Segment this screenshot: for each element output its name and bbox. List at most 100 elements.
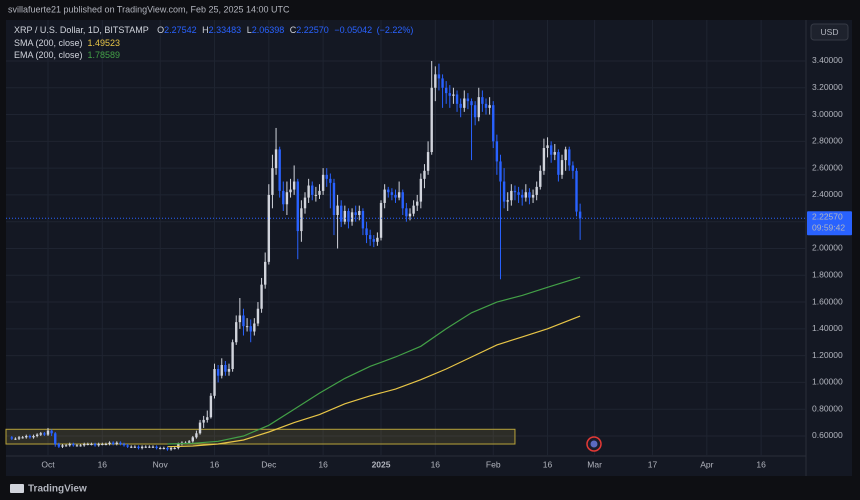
- candle-body: [108, 442, 111, 445]
- candle-body: [321, 174, 325, 191]
- candle-body: [575, 170, 578, 212]
- sma-value: 1.49523: [88, 38, 121, 48]
- footer: [0, 478, 860, 500]
- candle-body: [54, 433, 57, 445]
- candle-body: [242, 315, 245, 327]
- legend-title: XRP / U.S. Dollar, 1D, BITSTAMP O2.27542…: [14, 25, 413, 35]
- candle-body: [499, 161, 502, 182]
- indicator-line: [167, 276, 581, 445]
- candle-body: [314, 194, 318, 196]
- candle-body: [32, 435, 35, 438]
- x-tick-label: Oct: [41, 459, 55, 469]
- high-value: 2.33483: [209, 25, 242, 35]
- candle-body: [397, 192, 401, 198]
- candle-body: [253, 323, 256, 332]
- candle-body: [220, 365, 223, 376]
- y-tick-label: 0.60000: [812, 430, 843, 440]
- candle-body: [350, 212, 354, 222]
- y-tick-label: 2.40000: [812, 189, 843, 199]
- candle-body: [466, 98, 470, 102]
- change-pct: (−2.22%): [377, 25, 414, 35]
- candle-body: [61, 445, 64, 447]
- candle-body: [539, 170, 542, 187]
- candle-body: [495, 141, 499, 162]
- candle-body: [209, 395, 213, 418]
- currency-button[interactable]: [810, 23, 849, 41]
- candle-body: [452, 94, 455, 96]
- candle-body: [502, 181, 506, 202]
- candle-body: [376, 237, 379, 242]
- candle-body: [296, 181, 299, 232]
- candle-body: [187, 441, 191, 443]
- candle-body: [521, 194, 524, 198]
- candle-body: [79, 445, 82, 447]
- y-tick-label: 2.00000: [812, 243, 843, 253]
- candle-body: [307, 185, 310, 198]
- candle-body: [510, 190, 513, 201]
- candle-body: [155, 446, 158, 449]
- candle-body: [434, 74, 437, 88]
- candle-body: [513, 190, 517, 193]
- candle-body: [405, 208, 408, 217]
- candle-body: [21, 437, 24, 439]
- candle-body: [50, 430, 53, 434]
- x-tick-label: 16: [756, 459, 766, 469]
- price-label: 2.22570: [812, 212, 843, 222]
- candle-body: [104, 444, 108, 446]
- candle-body: [238, 315, 242, 323]
- candle-body: [64, 445, 68, 447]
- candle-body: [39, 433, 42, 435]
- x-tick-label: Dec: [261, 459, 277, 469]
- candle-body: [423, 170, 426, 179]
- x-tick-label: Mar: [587, 459, 602, 469]
- candle-body: [549, 145, 553, 155]
- x-tick-label: Nov: [153, 459, 169, 469]
- candle-body: [332, 182, 336, 215]
- candle-body: [387, 189, 390, 193]
- candle-body: [329, 178, 332, 183]
- candle-body: [546, 145, 549, 149]
- price-badge: [807, 211, 852, 236]
- candle-body: [282, 190, 285, 205]
- h-letter: H: [202, 25, 209, 35]
- candle-body: [426, 152, 430, 171]
- candle-body: [340, 205, 343, 222]
- candle-body: [477, 97, 480, 118]
- candle-body: [126, 445, 129, 447]
- candle-body: [325, 174, 328, 179]
- candle-body: [354, 212, 357, 215]
- marks-layer: 0.60000 0.80000 1.00000 1.20000 1.40000 1.600…: [6, 55, 852, 469]
- l-letter: L: [247, 25, 252, 35]
- candle-body: [488, 105, 491, 108]
- sma-name: SMA (200, close): [14, 38, 83, 48]
- candle-body: [191, 437, 194, 442]
- candle-body: [390, 192, 394, 195]
- candle-body: [137, 446, 140, 449]
- candle-body: [227, 369, 231, 372]
- candle-body: [93, 444, 97, 446]
- candle-body: [564, 149, 567, 161]
- x-tick-label: 16: [210, 459, 220, 469]
- y-tick-label: 1.20000: [812, 350, 843, 360]
- publisher: svillafuerte21 published on TradingView.…: [8, 4, 290, 14]
- candle-body: [383, 189, 386, 203]
- x-tick-label: Feb: [486, 459, 501, 469]
- candle-body: [72, 444, 75, 446]
- currency[interactable]: USD: [821, 27, 839, 37]
- x-tick-label: 16: [543, 459, 553, 469]
- candle-body: [531, 194, 535, 198]
- candle-body: [274, 149, 278, 169]
- candle-body: [148, 446, 151, 448]
- candle-body: [245, 326, 249, 328]
- candle-body: [17, 437, 21, 439]
- candle-body: [553, 152, 556, 155]
- candle-body: [151, 446, 155, 448]
- candle-body: [249, 326, 252, 332]
- open-value: 2.27542: [164, 25, 197, 35]
- candle-body: [57, 444, 61, 447]
- candle-body: [379, 202, 383, 238]
- candle-body: [198, 422, 202, 434]
- y-tick-label: 2.60000: [812, 162, 843, 172]
- brand: TradingView: [28, 484, 87, 495]
